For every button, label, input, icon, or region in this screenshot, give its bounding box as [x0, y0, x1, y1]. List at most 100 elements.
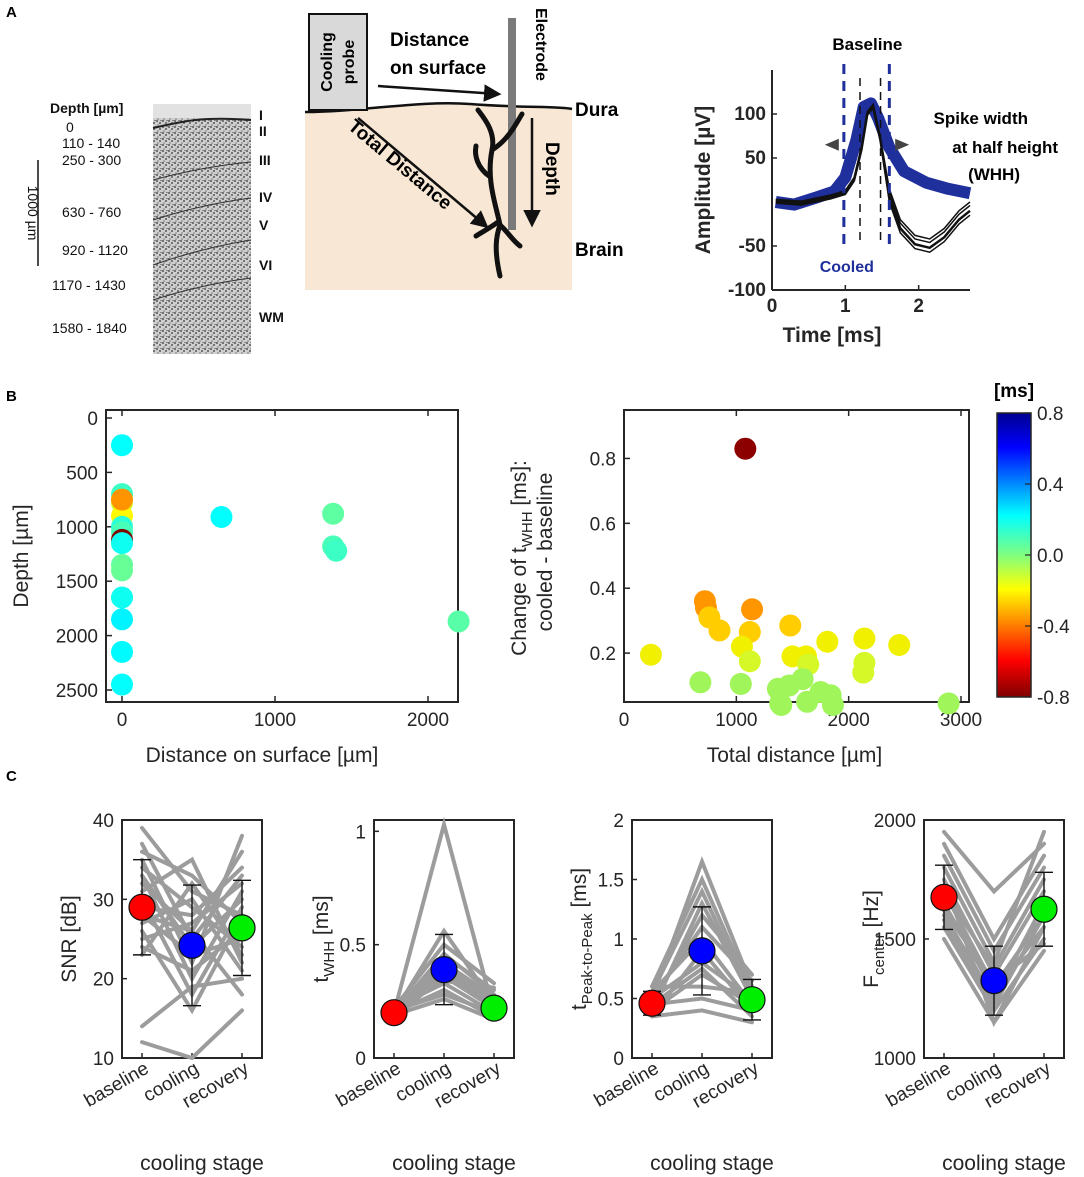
y-tick-label: 500 — [66, 463, 98, 484]
recording-schematic: Cooling probe Electrode Distance on surfa… — [304, 8, 624, 290]
layer-label: I — [259, 107, 263, 123]
scatter-point — [689, 671, 712, 694]
panel-letter-a: A — [6, 4, 17, 21]
scatter-point — [770, 694, 793, 717]
subject-line — [942, 841, 1046, 944]
y-tick-label: 20 — [93, 970, 114, 991]
x-tick-label: 1000 — [715, 710, 757, 731]
baseline-waveform — [775, 104, 971, 250]
subject-line — [650, 886, 754, 1001]
scale-bar-label: 1000 µm — [25, 186, 41, 241]
layer-label: III — [259, 152, 271, 168]
x-tick-label: 2 — [913, 296, 924, 317]
whh-arrow-left — [824, 138, 839, 151]
x-tick-label: 3000 — [940, 710, 982, 731]
mean-marker — [228, 914, 256, 942]
cooled-waveform — [774, 97, 972, 211]
brain-tissue — [305, 103, 572, 290]
y-tick-label: 0.4 — [590, 579, 617, 600]
depth-range-label: 110 - 140 — [62, 135, 120, 151]
tptp-chart: 00.511.52baselinecoolingrecoverycooling … — [568, 811, 774, 1175]
y-tick-label: 1000 — [874, 1049, 916, 1070]
panel-letter-c: C — [6, 768, 17, 785]
y-tick-label: 1500 — [56, 572, 98, 593]
scatter-point — [852, 661, 875, 684]
layer-label: IV — [259, 189, 273, 205]
total-distance-arrow — [357, 117, 489, 229]
scatter-point — [816, 630, 839, 653]
scatter-point — [111, 532, 133, 555]
mean-marker — [930, 883, 958, 911]
y-tick-label: 1 — [613, 930, 624, 951]
x-tick-label: 2000 — [407, 710, 449, 731]
scatter-point — [111, 608, 133, 631]
depth-range-label: 250 - 300 — [62, 152, 121, 168]
x-axis-label: cooling stage — [942, 1152, 1066, 1175]
x-tick-label: baseline — [81, 1058, 153, 1112]
y-tick-label: 2 — [613, 811, 624, 832]
x-tick-label: 0 — [767, 296, 778, 317]
scatter-point — [447, 610, 470, 633]
y-tick-label: -100 — [728, 280, 766, 301]
x-axis-label: cooling stage — [392, 1152, 516, 1175]
depth-range-label: 1170 - 1430 — [52, 277, 126, 293]
scatter-point — [111, 488, 133, 511]
layer-boundary-line — [152, 197, 252, 221]
layer-boundary-line — [152, 277, 252, 301]
colorbar-label: [ms] — [994, 381, 1034, 402]
annotation-whh: (WHH) — [968, 165, 1020, 184]
y-tick-label: 1500 — [874, 930, 916, 951]
subject-line — [140, 849, 244, 926]
depth-label: Depth — [541, 142, 562, 196]
colorbar: [ms]0.8 0.4 0.0 -0.4 -0.8 — [994, 381, 1070, 709]
baseline-waveform — [775, 102, 971, 240]
spike-waveform-chart: 100 50 -50 -1000 1 2 Time [ms] Amplitude [µV] Ba… — [692, 35, 1058, 347]
x-axis-label: cooling stage — [650, 1152, 774, 1175]
x-tick-label: 1 — [840, 296, 851, 317]
axes-frame — [105, 409, 459, 703]
subject-line — [942, 829, 1046, 895]
y-tick-label: 0.5 — [598, 990, 624, 1011]
y-tick-label: 0 — [355, 1049, 366, 1070]
y-axis-label-line1: Change of tWHH [ms]: — [508, 460, 536, 656]
y-tick-label: 10 — [93, 1049, 114, 1070]
colorbar-tick-label: 0.4 — [1037, 475, 1064, 496]
x-axis-label: Time [ms] — [783, 324, 882, 347]
x-axis-label: Distance on surface [µm] — [146, 744, 379, 767]
mean-marker — [638, 989, 666, 1017]
y-axis-label: Depth [µm] — [10, 504, 33, 607]
colorbar-tick-label: -0.4 — [1037, 617, 1070, 638]
layer-label: WM — [259, 309, 284, 325]
surface-distance-arrow — [377, 84, 502, 102]
subject-line — [392, 816, 496, 1015]
depth-range-label: 630 - 760 — [62, 204, 121, 220]
brain-label: Brain — [575, 240, 624, 261]
scatter-point — [741, 598, 764, 621]
distance-on-surface-label: Distance — [390, 30, 469, 51]
scatter-point — [729, 672, 752, 695]
colorbar-tick-label: -0.8 — [1037, 688, 1070, 709]
mean-marker — [128, 893, 156, 921]
subject-line — [140, 879, 244, 957]
y-tick-label: -50 — [739, 236, 766, 257]
y-tick-label: 0 — [613, 1049, 624, 1070]
x-tick-label: baseline — [333, 1058, 405, 1112]
annotation-cooled: Cooled — [820, 259, 874, 276]
scatter-point — [791, 668, 814, 691]
mean-marker — [980, 967, 1008, 995]
scatter-point — [325, 539, 348, 562]
scatter-point — [322, 502, 345, 525]
dura-label: Dura — [575, 100, 619, 121]
layer-boundary-line — [152, 161, 252, 181]
y-axis-label: tPeak-to-Peak [ms] — [568, 868, 596, 1010]
mean-marker — [688, 937, 716, 965]
y-tick-label: 1.5 — [598, 871, 624, 892]
scatter-point — [937, 692, 960, 715]
y-axis-label: SNR [dB] — [58, 895, 81, 983]
depth-range-label: 1580 - 1840 — [52, 320, 127, 336]
scatter-point — [639, 643, 662, 666]
neuron-drawing — [473, 107, 525, 279]
